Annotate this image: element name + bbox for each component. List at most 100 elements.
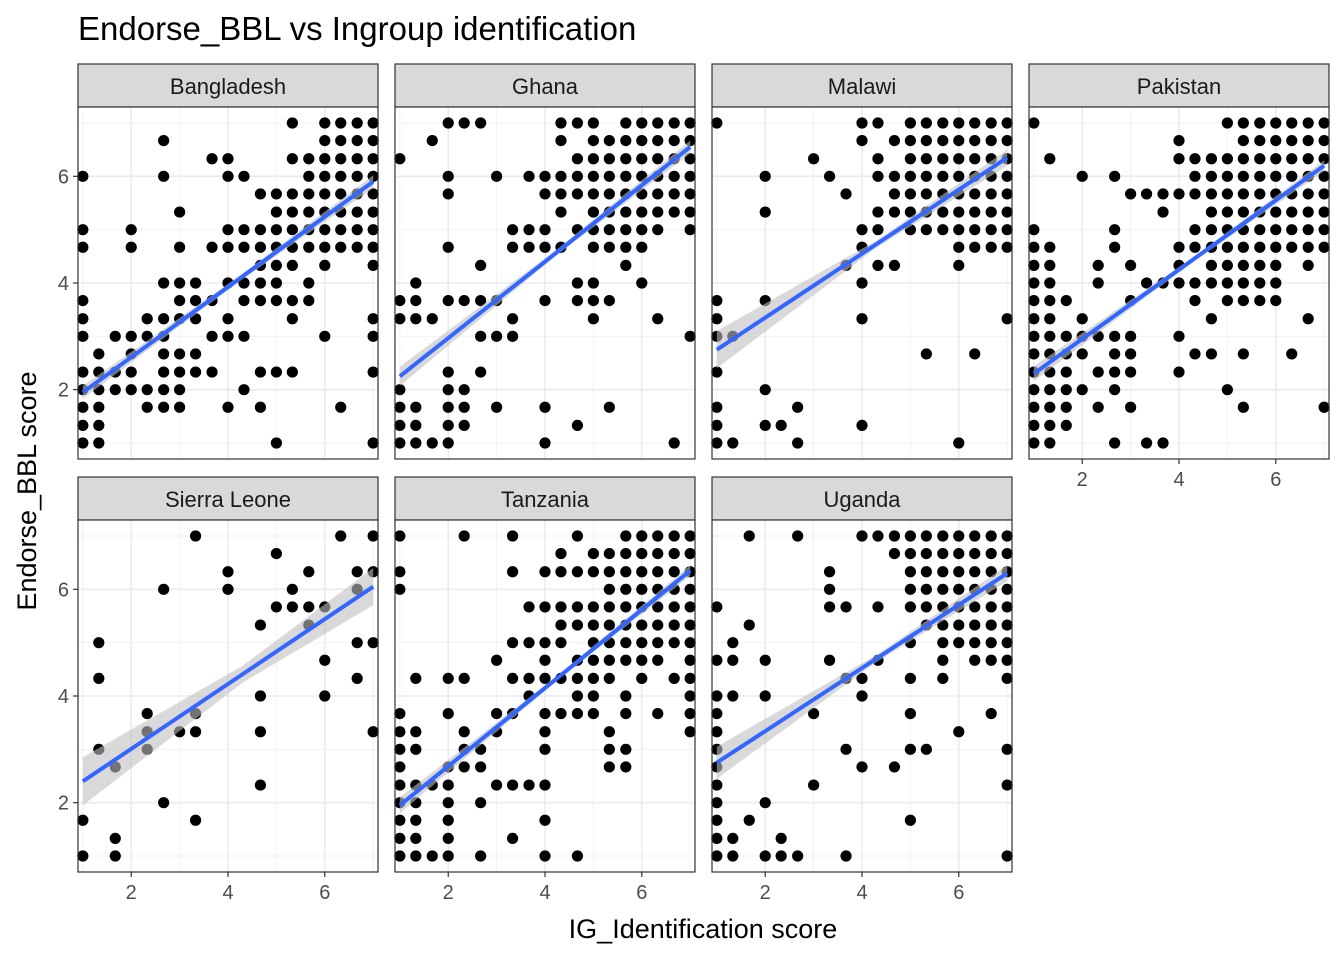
data-point bbox=[523, 637, 535, 649]
data-point bbox=[442, 188, 454, 200]
data-point bbox=[319, 188, 331, 200]
data-point bbox=[1270, 170, 1282, 182]
data-point bbox=[1318, 241, 1330, 253]
data-point bbox=[603, 224, 615, 236]
data-point bbox=[270, 548, 282, 560]
data-point bbox=[254, 241, 267, 253]
data-point bbox=[539, 401, 551, 413]
data-point bbox=[539, 743, 551, 755]
data-point bbox=[1318, 170, 1330, 182]
data-point bbox=[506, 530, 519, 542]
data-point bbox=[1302, 313, 1314, 325]
data-point bbox=[904, 188, 916, 200]
data-point bbox=[759, 654, 771, 666]
data-point bbox=[1254, 170, 1266, 182]
data-point bbox=[367, 241, 379, 253]
data-point bbox=[1140, 437, 1153, 449]
data-point bbox=[620, 761, 632, 773]
data-point bbox=[286, 259, 298, 271]
data-point bbox=[1173, 188, 1185, 200]
data-point bbox=[1318, 135, 1330, 147]
data-point bbox=[1237, 348, 1249, 360]
data-point bbox=[174, 241, 186, 253]
data-point bbox=[523, 241, 535, 253]
data-point bbox=[856, 672, 868, 685]
data-point bbox=[636, 153, 648, 165]
data-point bbox=[711, 401, 723, 413]
data-point bbox=[1001, 743, 1013, 755]
data-point bbox=[335, 224, 347, 236]
data-point bbox=[1318, 153, 1330, 165]
data-point bbox=[1076, 313, 1088, 325]
data-point bbox=[125, 241, 137, 253]
facet-panel: Bangladesh 2 4 6 bbox=[58, 63, 379, 460]
data-point bbox=[270, 601, 282, 613]
data-point bbox=[426, 850, 438, 862]
data-point bbox=[1237, 153, 1249, 165]
data-point bbox=[985, 530, 997, 542]
data-point bbox=[174, 348, 186, 360]
data-point bbox=[475, 761, 487, 773]
data-point bbox=[856, 135, 868, 147]
data-point bbox=[684, 117, 696, 129]
data-point bbox=[904, 566, 916, 578]
data-point bbox=[523, 601, 535, 613]
data-point bbox=[652, 566, 664, 578]
data-point bbox=[856, 690, 868, 702]
data-point bbox=[1028, 401, 1040, 413]
data-point bbox=[856, 530, 868, 542]
data-point bbox=[571, 277, 584, 289]
data-point bbox=[711, 779, 723, 791]
data-point bbox=[1237, 241, 1249, 253]
data-point bbox=[254, 295, 267, 307]
data-point bbox=[668, 117, 680, 129]
data-point bbox=[684, 224, 696, 236]
facet-panel: Pakistan 2 4 6 bbox=[1028, 63, 1330, 491]
data-point bbox=[587, 672, 599, 685]
data-point bbox=[652, 224, 664, 236]
data-point bbox=[587, 654, 599, 666]
data-point bbox=[1270, 259, 1282, 271]
data-point bbox=[668, 637, 680, 649]
data-point bbox=[442, 672, 454, 685]
data-point bbox=[904, 583, 916, 595]
data-point bbox=[125, 366, 137, 378]
data-point bbox=[684, 601, 696, 613]
data-point bbox=[254, 366, 267, 378]
data-point bbox=[555, 637, 567, 649]
data-point bbox=[743, 530, 755, 542]
data-point bbox=[953, 259, 965, 271]
x-tick-label: 2 bbox=[1077, 469, 1088, 491]
data-point bbox=[759, 206, 771, 218]
data-point bbox=[539, 814, 551, 826]
data-point bbox=[1001, 170, 1013, 182]
data-point bbox=[475, 797, 487, 809]
data-point bbox=[872, 530, 884, 542]
data-point bbox=[1001, 188, 1013, 200]
data-point bbox=[1286, 206, 1298, 218]
data-point bbox=[1318, 188, 1330, 200]
data-point bbox=[668, 566, 680, 578]
data-point bbox=[1205, 313, 1218, 325]
data-point bbox=[1060, 295, 1072, 307]
data-point bbox=[727, 437, 739, 449]
data-point bbox=[1286, 241, 1298, 253]
data-point bbox=[888, 548, 901, 560]
x-tick-label: 6 bbox=[636, 882, 647, 904]
data-point bbox=[1125, 348, 1137, 360]
data-point bbox=[652, 153, 664, 165]
data-point bbox=[523, 224, 535, 236]
data-point bbox=[937, 548, 949, 560]
data-point bbox=[254, 690, 267, 702]
data-point bbox=[109, 330, 121, 342]
panel-border bbox=[394, 106, 696, 460]
data-point bbox=[77, 850, 89, 862]
data-point bbox=[367, 437, 379, 449]
data-point bbox=[394, 384, 406, 396]
data-point bbox=[1044, 401, 1056, 413]
data-point bbox=[1044, 241, 1056, 253]
data-point bbox=[823, 170, 836, 182]
data-point bbox=[1028, 330, 1040, 342]
data-point bbox=[1060, 366, 1072, 378]
data-point bbox=[367, 188, 379, 200]
